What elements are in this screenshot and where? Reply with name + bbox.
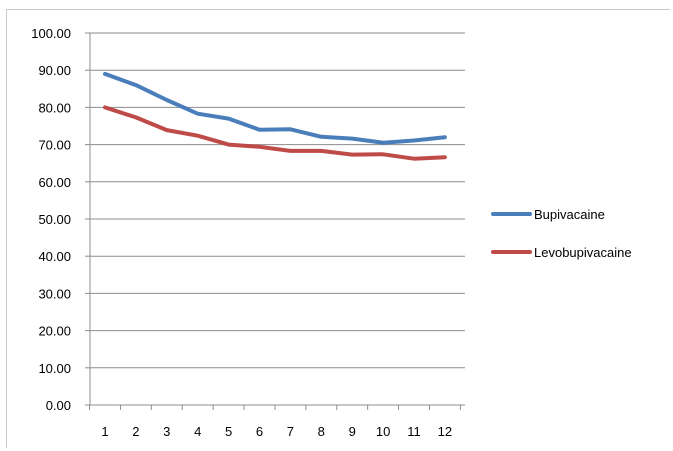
y-tick-label: 60.00 <box>38 175 71 190</box>
y-tick-label: 30.00 <box>38 286 71 301</box>
gridlines <box>90 32 465 369</box>
axes <box>85 32 465 410</box>
y-tick-label: 0.00 <box>46 398 71 413</box>
x-tick-label: 6 <box>256 424 263 439</box>
x-tick-label: 3 <box>163 424 170 439</box>
y-tick-label: 70.00 <box>38 138 71 153</box>
x-tick-label: 12 <box>438 424 452 439</box>
y-tick-label: 80.00 <box>38 100 71 115</box>
series-lines <box>103 71 447 161</box>
x-tick-label: 7 <box>287 424 294 439</box>
series-line-levobupivacaine <box>103 105 447 161</box>
x-tick-label: 4 <box>194 424 201 439</box>
x-tick-label: 9 <box>349 424 356 439</box>
legend-label-levobupivacaine: Levobupivacaine <box>534 245 632 260</box>
y-tick-label: 90.00 <box>38 63 71 78</box>
y-tick-label: 40.00 <box>38 249 71 264</box>
y-tick-label: 20.00 <box>38 324 71 339</box>
y-tick-label: 100.00 <box>31 26 71 41</box>
x-tick-label: 1 <box>101 424 108 439</box>
y-tick-label: 50.00 <box>38 212 71 227</box>
x-tick-label: 10 <box>376 424 390 439</box>
y-axis-tick-labels: 0.00 10.00 20.00 30.00 40.00 50.00 60.00 70.00 8… <box>31 26 71 413</box>
x-tick-label: 8 <box>318 424 325 439</box>
x-tick-label: 11 <box>407 424 421 439</box>
legend-label-bupivacaine: Bupivacaine <box>534 207 605 222</box>
x-tick-label: 5 <box>225 424 232 439</box>
chart-frame <box>6 9 670 448</box>
x-axis-tick-labels: 1 2 3 4 5 6 7 8 9 10 11 12 <box>101 424 452 439</box>
y-tick-label: 10.00 <box>38 361 71 376</box>
legend: Bupivacaine Levobupivacaine <box>491 207 632 260</box>
x-tick-label: 2 <box>132 424 139 439</box>
series-line-bupivacaine <box>103 71 447 145</box>
